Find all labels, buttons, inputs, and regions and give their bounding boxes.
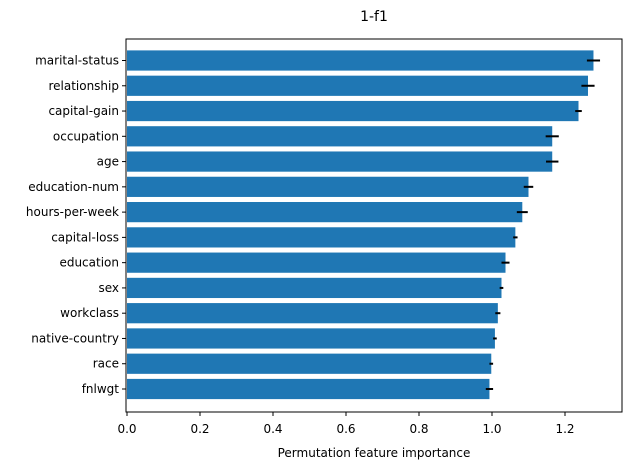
bar-education — [127, 252, 506, 273]
y-tick-label: workclass — [60, 306, 119, 320]
plot-area-frame — [125, 38, 623, 413]
bar-relationship — [127, 75, 588, 96]
chart-title: 1-f1 — [360, 9, 388, 25]
y-tick-label: relationship — [48, 79, 119, 93]
x-tick-label: 0.2 — [190, 422, 209, 436]
y-tick-label: age — [97, 155, 119, 169]
y-tick-label: native-country — [31, 331, 119, 345]
y-tick-label: marital-status — [35, 54, 119, 68]
y-tick-label: fnlwgt — [82, 382, 120, 396]
bar-education-num — [127, 176, 529, 197]
y-tick-label: education — [59, 256, 119, 270]
bar-marital-status — [127, 50, 594, 71]
bar-native-country — [127, 328, 495, 349]
x-tick-label: 0.8 — [409, 422, 428, 436]
x-tick-label: 0.4 — [263, 422, 282, 436]
y-tick-label: capital-loss — [51, 230, 119, 244]
x-tick-label: 1.0 — [482, 422, 501, 436]
errorbars-group — [485, 59, 601, 390]
y-tick-label: occupation — [53, 129, 119, 143]
y-tick-label: capital-gain — [48, 104, 119, 118]
y-tick-label: education-num — [28, 180, 119, 194]
bar-capital-gain — [127, 100, 579, 122]
y-tick-label: race — [93, 357, 119, 371]
x-tick-label: 0.6 — [336, 422, 355, 436]
bar-occupation — [127, 126, 553, 147]
y-axis: marital-status relationship capital-gain oc… — [26, 54, 126, 396]
bar-fnlwgt — [127, 378, 490, 400]
bars-group — [127, 50, 594, 400]
bar-hours-per-week — [127, 202, 523, 223]
bar-workclass — [127, 303, 498, 324]
x-axis-label: Permutation feature importance — [278, 446, 471, 460]
bar-race — [127, 353, 492, 374]
x-tick-label: 1.2 — [555, 422, 574, 436]
x-axis: 0.0 0.2 0.4 0.6 0.8 1.0 1.2 — [117, 412, 575, 436]
bar-capital-loss — [127, 227, 516, 248]
x-tick-label: 0.0 — [117, 422, 136, 436]
bar-sex — [127, 277, 502, 299]
y-tick-label: sex — [98, 281, 119, 295]
y-tick-label: hours-per-week — [26, 205, 119, 219]
bar-age — [127, 151, 553, 172]
